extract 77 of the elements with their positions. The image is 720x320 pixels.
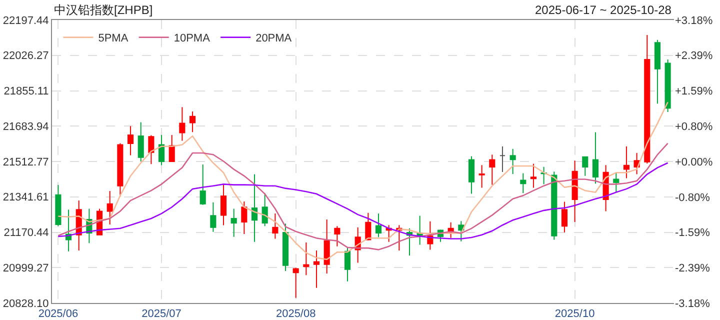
y2-tick-label: +2.39% <box>675 50 713 62</box>
candlestick <box>520 172 526 194</box>
candlestick <box>324 219 330 274</box>
legend-label: 5PMA <box>98 32 129 45</box>
candlestick <box>179 106 186 142</box>
candlestick <box>561 201 568 233</box>
y2-tick-label: -3.18% <box>675 298 710 310</box>
candlestick <box>189 110 196 133</box>
candlestick <box>592 132 599 184</box>
y-tick-label: 21512.77 <box>2 156 49 168</box>
candlestick <box>148 134 154 165</box>
candlestick <box>540 166 547 185</box>
y-tick-label: 21170.44 <box>4 227 49 240</box>
candlestick <box>644 34 650 164</box>
y-tick-label: 21341.61 <box>2 192 49 204</box>
candlestick <box>303 242 310 276</box>
candlestick <box>572 160 578 223</box>
x-tick-label: 2025/07 <box>142 308 182 320</box>
candlestick <box>478 164 485 188</box>
y2-tick-label: -1.59% <box>675 227 710 240</box>
candlestick <box>623 146 630 179</box>
candlestick <box>664 59 671 113</box>
y2-tick-label: -2.39% <box>675 262 710 275</box>
y-tick-label: 21855.11 <box>4 86 49 98</box>
candlestick <box>551 171 558 240</box>
candlestick <box>530 163 537 188</box>
y2-tick-label: +0.80% <box>675 120 713 133</box>
line-series <box>58 142 668 250</box>
y-tick-label: 20999.27 <box>2 262 49 274</box>
candlestick <box>365 212 372 241</box>
candlestick <box>262 192 268 227</box>
y2-tick-label: +0.00% <box>675 156 713 168</box>
candlestick <box>117 142 124 198</box>
candlestick <box>292 267 299 298</box>
candlestick <box>468 156 475 194</box>
candlestick <box>127 126 134 156</box>
legend-label: 20PMA <box>256 32 292 45</box>
chart-title: 中汉铅指数[ZHPB] <box>54 3 153 17</box>
candlestick <box>499 146 506 172</box>
candlestick <box>210 202 216 232</box>
candlestick <box>313 250 320 288</box>
y-tick-label: 21683.94 <box>2 120 49 133</box>
candlestick <box>375 213 382 238</box>
candlestick <box>158 134 165 166</box>
y-tick-label: 20828.10 <box>2 298 49 310</box>
candlestick <box>272 213 278 240</box>
line-series <box>58 101 668 260</box>
candlestick <box>241 201 248 234</box>
candlestick <box>582 156 588 176</box>
x-tick-label: 2025/06 <box>38 308 78 320</box>
candlestick <box>334 226 340 247</box>
chart-subtitle: 2025-06-17 ~ 2025-10-28 <box>535 3 672 17</box>
candlestick <box>66 209 72 252</box>
candlestick <box>55 184 62 227</box>
line-series <box>58 162 668 240</box>
candlestick <box>106 190 113 225</box>
candlestick <box>200 164 206 206</box>
candlestick <box>489 154 496 186</box>
x-tick-label: 2025/08 <box>276 308 316 320</box>
y2-tick-label: +1.59% <box>675 86 713 98</box>
candlestick <box>168 134 175 162</box>
y-tick-label: 22026.27 <box>2 50 49 62</box>
candlestick <box>251 174 258 242</box>
candlestick <box>230 208 237 238</box>
y-tick-label: 22197.44 <box>2 14 49 27</box>
y2-tick-label: +3.18% <box>675 14 713 27</box>
candlestick <box>344 246 351 282</box>
candlestick <box>510 148 516 175</box>
candlestick <box>138 122 144 162</box>
candlestick <box>458 220 464 242</box>
candlestick <box>613 172 620 193</box>
candlestick <box>220 184 227 226</box>
y2-tick-label: -0.80% <box>675 192 710 204</box>
candlestick <box>654 39 660 104</box>
candlestick <box>282 223 289 272</box>
x-tick-label: 2025/10 <box>554 308 595 320</box>
legend-label: 10PMA <box>174 32 211 45</box>
